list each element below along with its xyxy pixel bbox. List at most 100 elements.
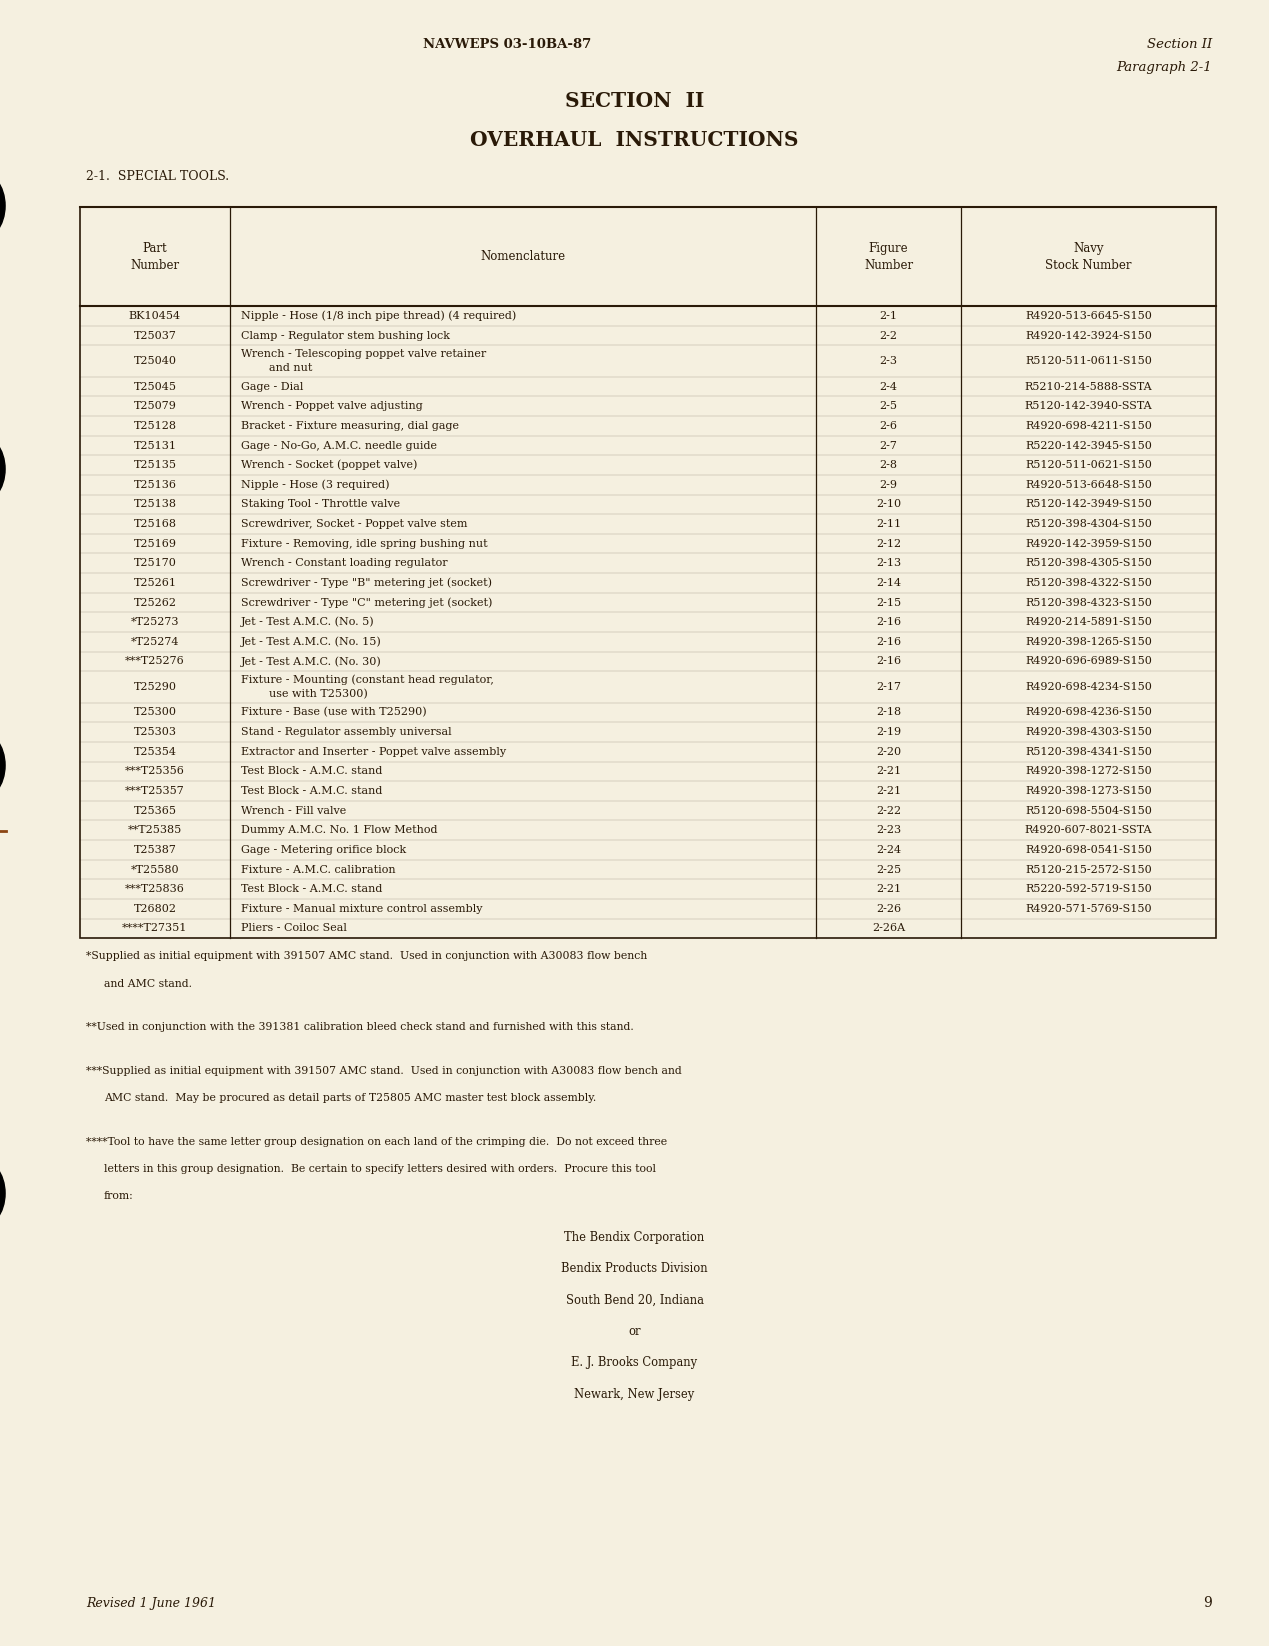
Text: Fixture - A.M.C. calibration: Fixture - A.M.C. calibration <box>241 864 396 874</box>
Text: T25131: T25131 <box>133 441 176 451</box>
Text: Jet - Test A.M.C. (No. 30): Jet - Test A.M.C. (No. 30) <box>241 657 382 667</box>
Text: R4920-698-4236-S150: R4920-698-4236-S150 <box>1025 708 1152 718</box>
Text: T25168: T25168 <box>133 518 176 528</box>
Text: R4920-698-4234-S150: R4920-698-4234-S150 <box>1025 681 1152 691</box>
Text: 2-8: 2-8 <box>879 461 897 471</box>
Text: T25138: T25138 <box>133 499 176 509</box>
Text: Nipple - Hose (3 required): Nipple - Hose (3 required) <box>241 479 390 491</box>
Text: Stand - Regulator assembly universal: Stand - Regulator assembly universal <box>241 728 452 737</box>
Text: T25261: T25261 <box>133 578 176 588</box>
Circle shape <box>0 170 5 242</box>
Text: Screwdriver, Socket - Poppet valve stem: Screwdriver, Socket - Poppet valve stem <box>241 518 468 528</box>
Text: from:: from: <box>104 1192 133 1202</box>
Text: Fixture - Manual mixture control assembly: Fixture - Manual mixture control assembl… <box>241 904 482 914</box>
Text: BK10454: BK10454 <box>129 311 181 321</box>
Text: Bracket - Fixture measuring, dial gage: Bracket - Fixture measuring, dial gage <box>241 421 459 431</box>
Text: T25303: T25303 <box>133 728 176 737</box>
Text: R4920-698-4211-S150: R4920-698-4211-S150 <box>1025 421 1152 431</box>
Text: 2-1.  SPECIAL TOOLS.: 2-1. SPECIAL TOOLS. <box>86 170 230 183</box>
Text: or: or <box>628 1325 641 1338</box>
Text: R4920-513-6648-S150: R4920-513-6648-S150 <box>1025 479 1152 491</box>
Text: T25290: T25290 <box>133 681 176 691</box>
Text: 2-9: 2-9 <box>879 479 897 491</box>
Text: 2-16: 2-16 <box>876 617 901 627</box>
Text: R4920-696-6989-S150: R4920-696-6989-S150 <box>1025 657 1152 667</box>
Text: Nomenclature: Nomenclature <box>481 250 566 263</box>
Text: Newark, New Jersey: Newark, New Jersey <box>575 1388 694 1401</box>
Circle shape <box>0 433 5 505</box>
Bar <box>80 207 1216 938</box>
Text: OVERHAUL  INSTRUCTIONS: OVERHAUL INSTRUCTIONS <box>471 130 798 150</box>
Text: R4920-398-1265-S150: R4920-398-1265-S150 <box>1025 637 1152 647</box>
Text: 2-16: 2-16 <box>876 637 901 647</box>
Text: R5120-398-4341-S150: R5120-398-4341-S150 <box>1025 747 1152 757</box>
Text: 2-21: 2-21 <box>876 767 901 777</box>
Text: Dummy A.M.C. No. 1 Flow Method: Dummy A.M.C. No. 1 Flow Method <box>241 825 438 835</box>
Text: 2-14: 2-14 <box>876 578 901 588</box>
Text: ****T27351: ****T27351 <box>122 923 188 933</box>
Text: T26802: T26802 <box>133 904 176 914</box>
Text: R5120-398-4304-S150: R5120-398-4304-S150 <box>1025 518 1152 528</box>
Text: R5210-214-5888-SSTA: R5210-214-5888-SSTA <box>1024 382 1152 392</box>
Text: T25365: T25365 <box>133 805 176 816</box>
Text: R4920-607-8021-SSTA: R4920-607-8021-SSTA <box>1025 825 1152 835</box>
Text: T25079: T25079 <box>133 402 176 412</box>
Text: T25169: T25169 <box>133 538 176 548</box>
Text: R5120-142-3949-S150: R5120-142-3949-S150 <box>1025 499 1152 509</box>
Text: Wrench - Poppet valve adjusting: Wrench - Poppet valve adjusting <box>241 402 423 412</box>
Text: **T25385: **T25385 <box>128 825 181 835</box>
Text: 2-21: 2-21 <box>876 884 901 894</box>
Text: AMC stand.  May be procured as detail parts of T25805 AMC master test block asse: AMC stand. May be procured as detail par… <box>104 1093 596 1103</box>
Text: 2-12: 2-12 <box>876 538 901 548</box>
Text: 2-23: 2-23 <box>876 825 901 835</box>
Text: Test Block - A.M.C. stand: Test Block - A.M.C. stand <box>241 767 383 777</box>
Text: 2-24: 2-24 <box>876 844 901 854</box>
Text: R4920-698-0541-S150: R4920-698-0541-S150 <box>1025 844 1152 854</box>
Text: R4920-513-6645-S150: R4920-513-6645-S150 <box>1025 311 1152 321</box>
Text: T25037: T25037 <box>133 331 176 341</box>
Text: Gage - Dial: Gage - Dial <box>241 382 303 392</box>
Text: Nipple - Hose (1/8 inch pipe thread) (4 required): Nipple - Hose (1/8 inch pipe thread) (4 … <box>241 311 516 321</box>
Text: Wrench - Socket (poppet valve): Wrench - Socket (poppet valve) <box>241 459 418 471</box>
Text: use with T25300): use with T25300) <box>269 688 368 700</box>
Text: R5120-398-4322-S150: R5120-398-4322-S150 <box>1025 578 1152 588</box>
Text: R4920-398-4303-S150: R4920-398-4303-S150 <box>1025 728 1152 737</box>
Text: R4920-142-3959-S150: R4920-142-3959-S150 <box>1025 538 1152 548</box>
Text: T25387: T25387 <box>133 844 176 854</box>
Text: R5220-142-3945-S150: R5220-142-3945-S150 <box>1025 441 1152 451</box>
Text: letters in this group designation.  Be certain to specify letters desired with o: letters in this group designation. Be ce… <box>104 1164 656 1174</box>
Text: Test Block - A.M.C. stand: Test Block - A.M.C. stand <box>241 787 383 797</box>
Text: R5120-698-5504-S150: R5120-698-5504-S150 <box>1025 805 1152 816</box>
Text: ***T25276: ***T25276 <box>126 657 185 667</box>
Text: Section II: Section II <box>1147 38 1212 51</box>
Text: Jet - Test A.M.C. (No. 15): Jet - Test A.M.C. (No. 15) <box>241 637 382 647</box>
Text: Fixture - Mounting (constant head regulator,: Fixture - Mounting (constant head regula… <box>241 675 494 685</box>
Text: Gage - Metering orifice block: Gage - Metering orifice block <box>241 844 406 854</box>
Text: 2-7: 2-7 <box>879 441 897 451</box>
Text: 2-20: 2-20 <box>876 747 901 757</box>
Text: and nut: and nut <box>269 364 312 374</box>
Text: T25045: T25045 <box>133 382 176 392</box>
Text: T25300: T25300 <box>133 708 176 718</box>
Text: 2-6: 2-6 <box>879 421 897 431</box>
Text: 2-17: 2-17 <box>876 681 901 691</box>
Text: 2-22: 2-22 <box>876 805 901 816</box>
Text: T25354: T25354 <box>133 747 176 757</box>
Text: ***T25356: ***T25356 <box>124 767 185 777</box>
Text: T25128: T25128 <box>133 421 176 431</box>
Text: 2-19: 2-19 <box>876 728 901 737</box>
Text: T25262: T25262 <box>133 597 176 607</box>
Text: 2-11: 2-11 <box>876 518 901 528</box>
Text: Extractor and Inserter - Poppet valve assembly: Extractor and Inserter - Poppet valve as… <box>241 747 506 757</box>
Text: SECTION  II: SECTION II <box>565 91 704 110</box>
Text: Wrench - Telescoping poppet valve retainer: Wrench - Telescoping poppet valve retain… <box>241 349 486 359</box>
Text: R4920-142-3924-S150: R4920-142-3924-S150 <box>1025 331 1152 341</box>
Text: and AMC stand.: and AMC stand. <box>104 978 192 989</box>
Text: Test Block - A.M.C. stand: Test Block - A.M.C. stand <box>241 884 383 894</box>
Text: R5120-142-3940-SSTA: R5120-142-3940-SSTA <box>1024 402 1152 412</box>
Text: Pliers - Coiloc Seal: Pliers - Coiloc Seal <box>241 923 348 933</box>
Text: Fixture - Removing, idle spring bushing nut: Fixture - Removing, idle spring bushing … <box>241 538 487 548</box>
Text: ***T25357: ***T25357 <box>126 787 185 797</box>
Text: T25135: T25135 <box>133 461 176 471</box>
Text: R5120-215-2572-S150: R5120-215-2572-S150 <box>1025 864 1152 874</box>
